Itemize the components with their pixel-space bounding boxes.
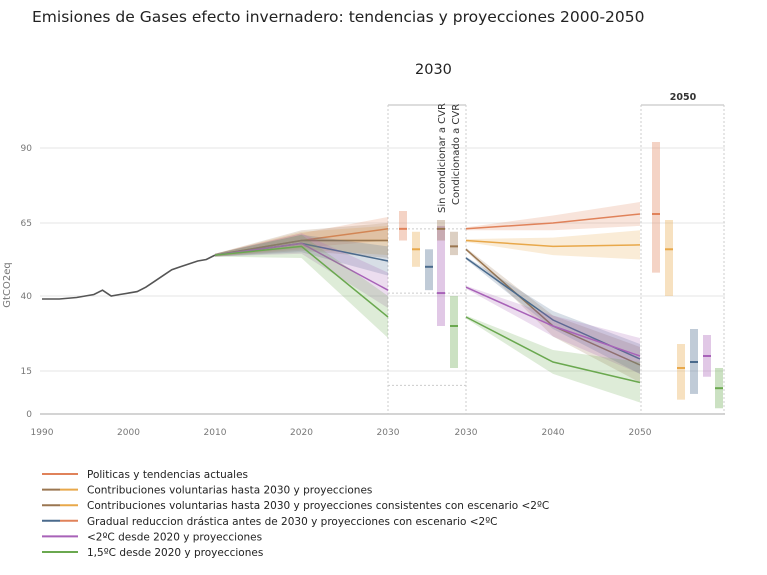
series-line: [214, 239, 388, 256]
range-box-2030: [450, 296, 458, 368]
range-box-2050: [677, 344, 685, 400]
x-tick-label: 2030: [377, 428, 400, 438]
series-band: [466, 202, 640, 231]
y-tick-label: 15: [21, 367, 32, 377]
series-band: [466, 247, 640, 383]
series-band: [466, 285, 640, 374]
label-sin-condicionar: Sin condicionar a CVR: [437, 103, 448, 213]
range-box-2030: [450, 231, 458, 256]
label-condicionado: Condicionado a CVR: [451, 104, 462, 205]
x-tick-label: 2000: [117, 428, 140, 438]
range-box-2030: [399, 211, 407, 241]
range-box-2050: [665, 220, 673, 296]
x-tick-label: 2050: [629, 428, 652, 438]
legend-label: 1,5ºC desde 2020 y proyecciones: [87, 547, 263, 559]
x-tick-label: 2030: [455, 428, 478, 438]
y-tick-label: 0: [26, 410, 32, 420]
series-line: [465, 213, 641, 230]
x-tick-label: 2040: [542, 428, 565, 438]
y-tick-label: 40: [21, 292, 33, 302]
series-band: [215, 234, 388, 276]
chart-title: Emisiones de Gases efecto invernadero: t…: [32, 8, 645, 26]
series-line: [465, 239, 641, 248]
series-band: [466, 315, 640, 403]
series-line: [214, 242, 389, 291]
x-tick-label: 2010: [204, 428, 227, 438]
x-tick-label: 1990: [31, 428, 54, 438]
legend-label: Gradual reduccion drástica antes de 2030…: [87, 516, 498, 528]
range-box-2030: [425, 249, 433, 291]
y-tick-label: 65: [21, 219, 32, 229]
series-band: [215, 234, 388, 338]
legend-label: Contribuciones voluntarias hasta 2030 y …: [87, 500, 549, 512]
range-box-2050: [652, 142, 660, 273]
series-band: [215, 217, 388, 257]
series-band: [466, 256, 640, 374]
series-line: [465, 316, 641, 384]
series-band: [215, 233, 388, 308]
series-line: [465, 286, 641, 357]
box-2050-label: 2050: [670, 92, 697, 103]
x-tick-label: 2020: [290, 428, 313, 438]
series-line: [214, 245, 389, 318]
year-2030-heading: 2030: [415, 62, 452, 78]
range-box-2030: [437, 220, 445, 241]
range-box-2030: [437, 225, 445, 326]
y-axis-label: GtCO2eq: [2, 262, 13, 307]
series-band: [466, 230, 640, 260]
legend-label: <2ºC desde 2020 y proyecciones: [87, 531, 262, 543]
historical-line: [42, 254, 216, 300]
y-tick-label: 90: [21, 144, 33, 154]
legend-label: Contribuciones voluntarias hasta 2030 y …: [87, 485, 372, 497]
legend-label: Politicas y tendencias actuales: [87, 469, 248, 481]
